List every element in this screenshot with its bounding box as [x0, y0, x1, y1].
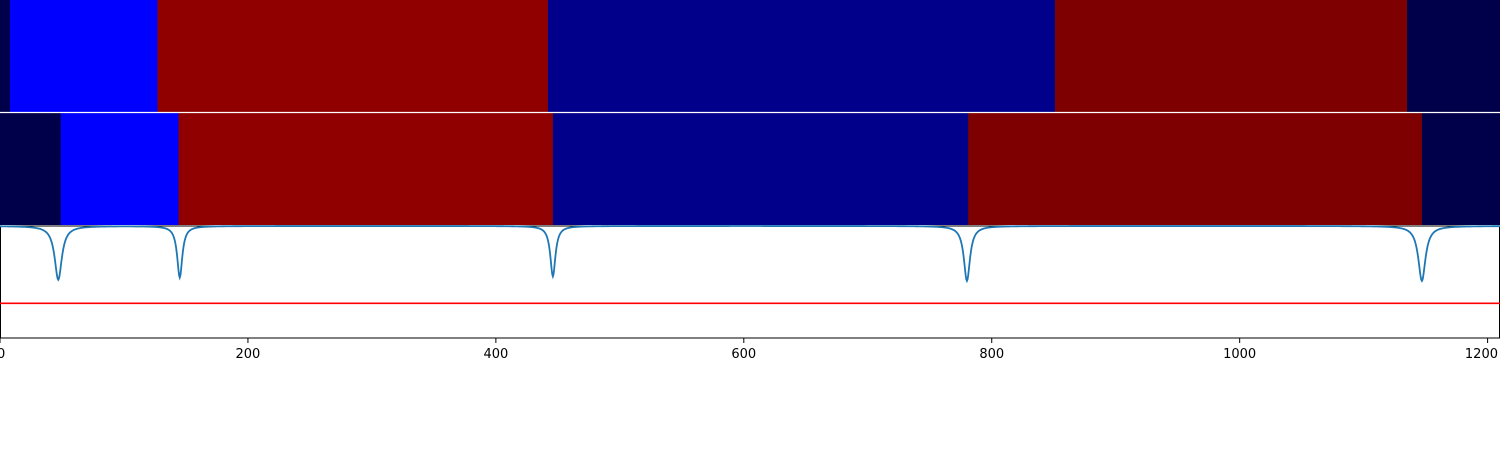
segment-6 — [1421, 113, 1500, 225]
score-panel-frame — [0, 225, 1500, 339]
segment-4 — [547, 0, 1056, 112]
x-tick-label: 0 — [0, 347, 5, 362]
strip-top — [0, 0, 1500, 112]
segment-6 — [1407, 0, 1500, 112]
segment-4 — [552, 113, 969, 225]
score-panel — [0, 225, 1500, 339]
x-axis: 0 200 400 600 800 1000 1200 — [0, 338, 1498, 362]
x-tick-label: 600 — [731, 347, 756, 362]
segment-5 — [1054, 0, 1408, 112]
segment-1 — [0, 113, 62, 225]
segment-3 — [178, 113, 554, 225]
x-tick-label: 1200 — [1465, 347, 1498, 362]
segment-strips — [0, 0, 1500, 225]
x-tick-label: 1000 — [1223, 347, 1256, 362]
x-tick-label: 400 — [483, 347, 508, 362]
segment-2 — [60, 113, 180, 225]
segment-2 — [9, 0, 159, 112]
x-tick-label: 200 — [236, 347, 261, 362]
segment-3 — [157, 0, 549, 112]
boundary-score-curve — [0, 225, 1500, 284]
segment-5 — [968, 113, 1423, 225]
x-tick-label: 800 — [979, 347, 1004, 362]
segment-1 — [0, 0, 11, 112]
strip-middle — [0, 113, 1500, 225]
